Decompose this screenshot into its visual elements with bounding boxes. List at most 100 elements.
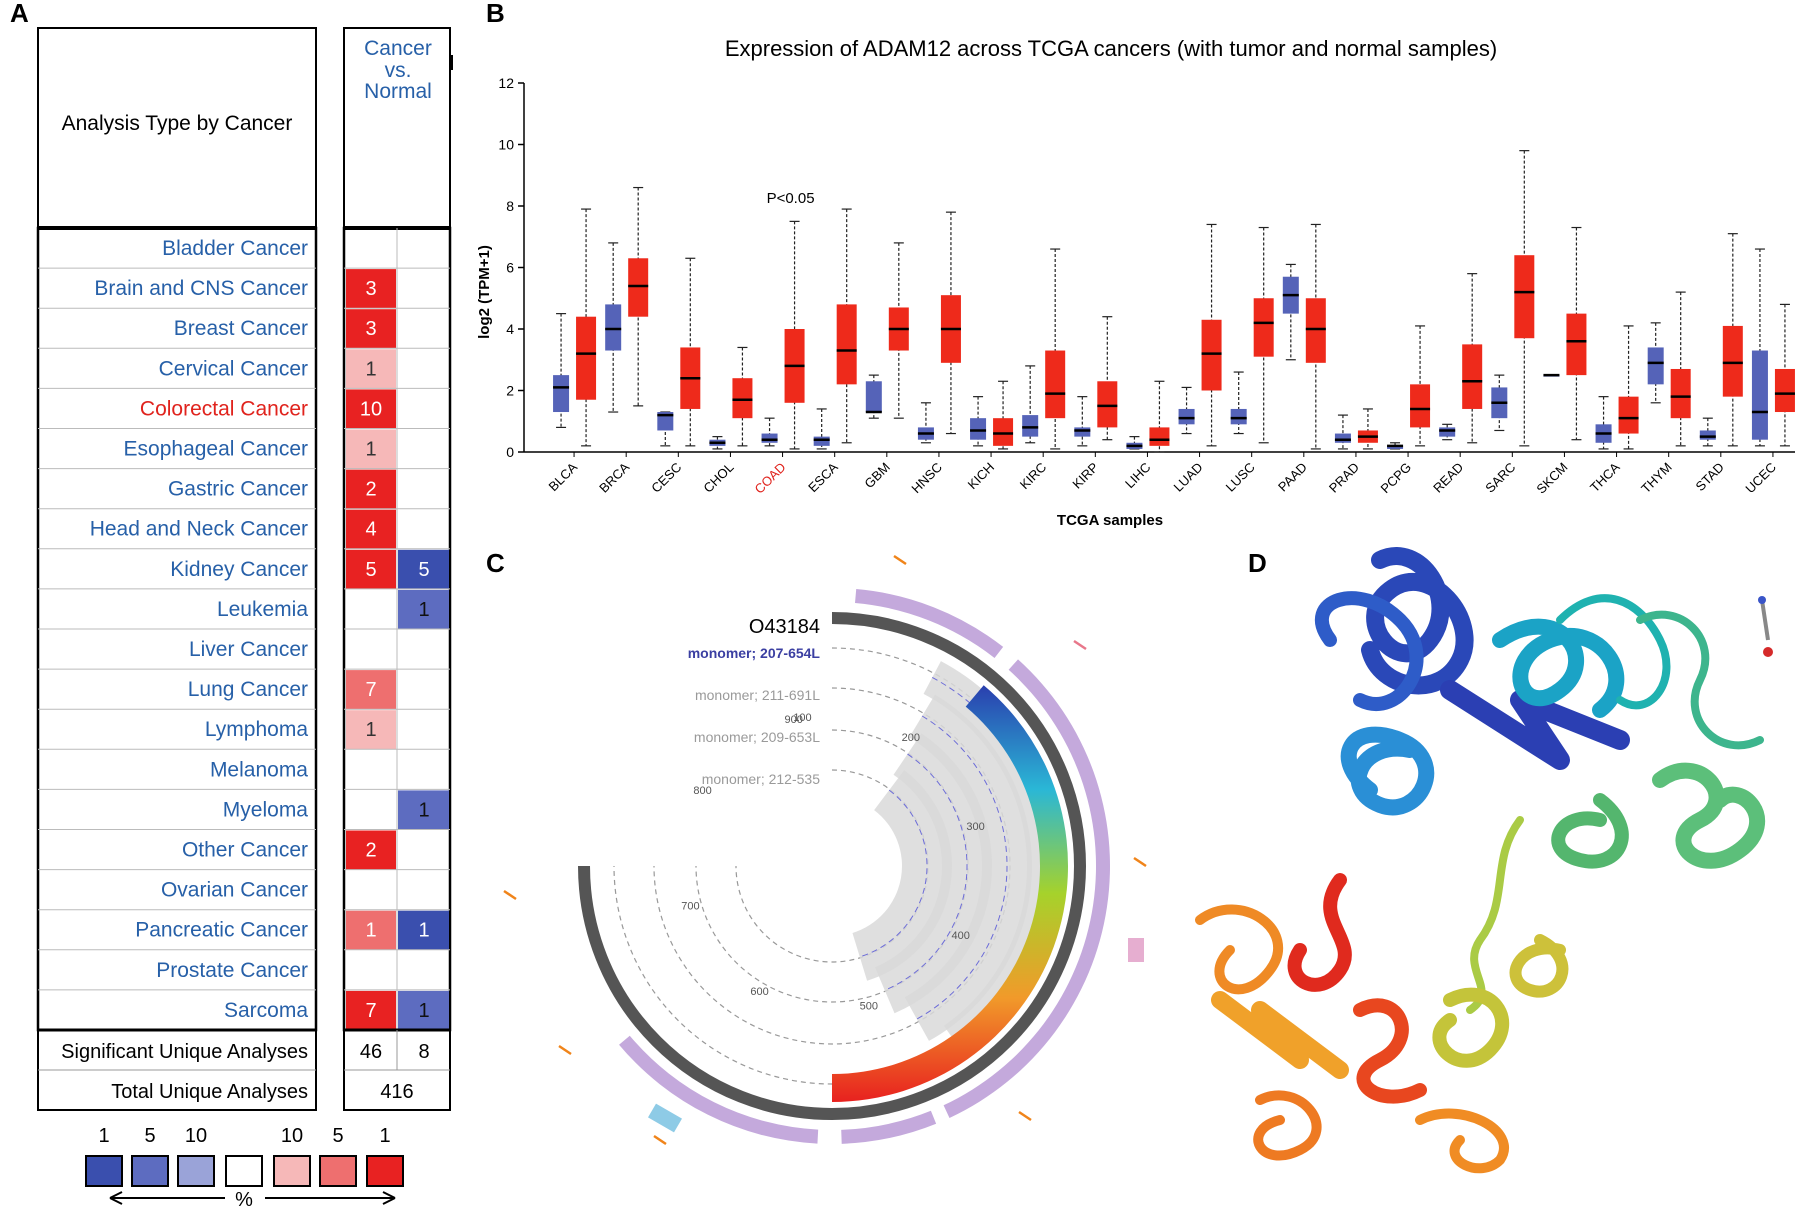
x-tick-label: PRAD (1326, 460, 1362, 496)
normal-box-KICH (970, 396, 987, 447)
x-tick-label: STAD (1692, 460, 1726, 494)
box (1699, 430, 1716, 440)
variant-mark (653, 1134, 667, 1146)
track-label-1: monomer; 207-654L (688, 645, 821, 661)
box (1647, 347, 1664, 385)
x-axis-label: TCGA samples (1057, 512, 1163, 529)
coverage-band (904, 694, 1032, 1041)
coverage-band (874, 733, 992, 1014)
normal-box-STAD (1699, 417, 1716, 447)
up-cell (346, 309, 396, 349)
y-tick-label: 4 (506, 321, 514, 337)
box (970, 418, 987, 440)
total-analyses-value: 416 (380, 1081, 413, 1103)
table-row: Liver Cancer (38, 628, 450, 670)
table-row: Brain and CNS Cancer 3 (38, 267, 450, 309)
tumor-box-KICH (993, 380, 1014, 450)
box (1282, 276, 1299, 314)
box (1462, 344, 1483, 409)
position-tick-label: 100 (793, 712, 811, 724)
helix-blue-2 (1315, 591, 1424, 711)
up-count: 7 (365, 679, 376, 701)
box (940, 295, 961, 363)
normal-box-READ (1439, 423, 1456, 441)
down-count: 1 (418, 799, 429, 821)
track-label-4: monomer; 212-535 (702, 771, 821, 787)
legend-swatch (85, 1155, 123, 1187)
y-tick-label: 10 (498, 137, 514, 153)
box (1722, 325, 1743, 397)
table-row: Cervical Cancer 1 (38, 347, 450, 389)
box (888, 307, 909, 351)
up-count: 1 (365, 920, 376, 942)
loop-teal (1636, 610, 1764, 750)
box (1074, 427, 1091, 437)
helix-green (1652, 762, 1766, 869)
total-analyses-label: Total Unique Analyses (111, 1081, 308, 1103)
legend-label: 10 (185, 1125, 207, 1147)
position-tick-label: 500 (860, 1000, 878, 1012)
normal-box-THCA (1595, 396, 1612, 450)
legend-labels: 1 5 10 10 5 1 (98, 1125, 390, 1147)
box (761, 433, 778, 443)
chart-title: Expression of ADAM12 across TCGA cancers… (725, 36, 1497, 61)
tumor-box-UCEC (1774, 303, 1795, 447)
cancer-type-label: Ovarian Cancer (161, 879, 308, 902)
panel-label-c: C (486, 548, 505, 578)
up-count: 3 (365, 318, 376, 340)
normal-box-COAD (761, 417, 778, 447)
x-tick-label: KICH (965, 460, 998, 493)
boxplot-axes: 0 2 4 6 8 10 12 BLCA BRCA CESC CHOL COAD ESCA GBM HNSC… (498, 75, 1795, 497)
loop-cyan (1556, 594, 1671, 710)
normal-box-PAAD (1282, 263, 1299, 361)
variant-mark (1018, 1110, 1032, 1122)
cancer-type-label: Other Cancer (182, 839, 308, 862)
column-header: Cancer vs. Normal (364, 37, 432, 103)
y-tick-label: 12 (498, 75, 514, 91)
down-cell (398, 549, 449, 589)
position-tick-label: 600 (750, 986, 768, 998)
cancer-type-label: Leukemia (217, 598, 308, 621)
x-tick-label: KIRP (1069, 460, 1101, 492)
box (1126, 442, 1143, 449)
cancer-type-label: Lymphoma (205, 718, 308, 741)
box (1387, 445, 1404, 449)
up-cell (346, 710, 396, 750)
coverage-dash (859, 789, 928, 958)
legend-swatch (273, 1155, 311, 1187)
up-count: 1 (365, 439, 376, 461)
column-header-line-3: Normal (364, 80, 432, 103)
box (1022, 415, 1039, 437)
normal-box-CESC (657, 411, 674, 447)
normal-box-THYM (1647, 322, 1664, 404)
table-row: Bladder Cancer (162, 228, 398, 269)
table-row: Gastric Cancer 2 (38, 468, 450, 509)
oncomine-summary-panel: Analysis Type by Cancer Cancer vs. Norma… (36, 27, 453, 1211)
panel-label-b: B (486, 0, 505, 28)
x-tick-label: LUAD (1171, 460, 1206, 495)
box (1439, 427, 1456, 437)
box (1618, 396, 1639, 434)
table-row: Melanoma (38, 748, 450, 790)
loop-orange-3 (1415, 1108, 1509, 1174)
x-tick-label: COAD (752, 460, 789, 497)
normal-box-ESCA (813, 408, 830, 450)
tumor-box-THYM (1670, 291, 1691, 447)
position-tick-label: 200 (902, 732, 920, 744)
tumor-box-LUSC (1253, 226, 1274, 444)
box (1566, 313, 1587, 376)
x-tick-label: PAAD (1275, 460, 1310, 495)
variant-mark (503, 889, 517, 901)
tumor-box-READ (1462, 273, 1483, 444)
legend-swatch (225, 1155, 263, 1187)
down-cell (398, 990, 449, 1030)
significant-down-count: 8 (418, 1041, 429, 1063)
legend-swatches (85, 1155, 404, 1187)
cancer-type-label: Colorectal Cancer (140, 397, 308, 420)
box (1201, 319, 1222, 391)
up-count: 3 (365, 278, 376, 300)
position-tick-label: 300 (966, 821, 984, 833)
cancer-type-label: Gastric Cancer (168, 478, 308, 501)
domain-segment (619, 1035, 819, 1144)
table-row: Ovarian Cancer (38, 869, 450, 910)
